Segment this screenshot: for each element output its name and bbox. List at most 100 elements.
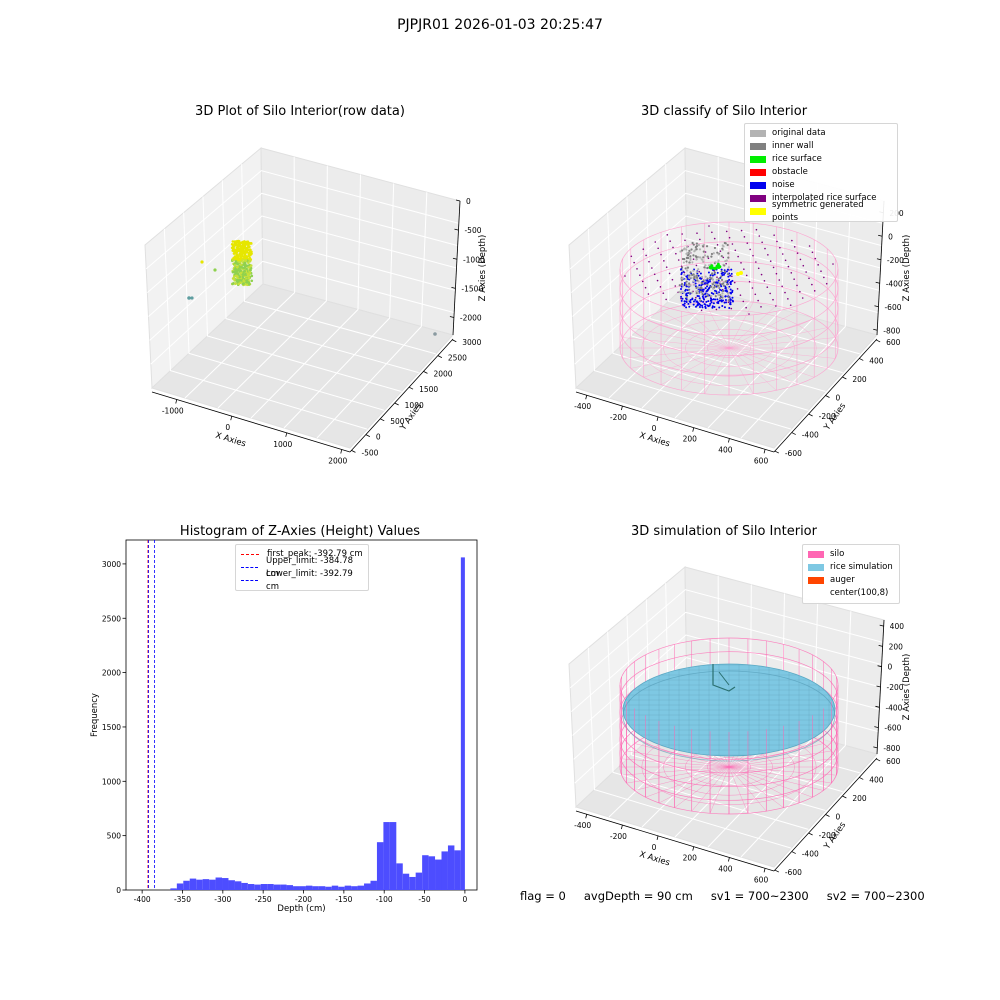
p2-noise-point: [707, 271, 710, 274]
p1-z-tick-label: -1500: [461, 284, 483, 293]
p2-noise-point: [680, 288, 683, 291]
p2-wall-point: [727, 266, 730, 269]
p2-x-tick: [692, 427, 695, 432]
p2-wall-point: [711, 283, 715, 286]
hist-bar: [241, 882, 248, 890]
p2-noise-point: [689, 299, 692, 302]
p2-wall-point: [682, 261, 685, 264]
p2-noise-point: [694, 282, 697, 285]
p2-noise-point: [709, 274, 712, 277]
p2-noise-point: [685, 285, 688, 288]
p2-interp-point: [811, 283, 813, 286]
p2-wall-point: [680, 266, 684, 269]
p2-cylinder-spoke: [660, 311, 730, 349]
p2-x-tick-label: 200: [683, 435, 698, 444]
p2-interp-point: [820, 270, 822, 272]
p2-noise-point: [729, 303, 732, 306]
p2-wall-point: [696, 279, 699, 282]
p2-wall-point: [687, 288, 691, 291]
p2-z-tick-label: -600: [884, 303, 901, 312]
p1-data-point: [245, 283, 249, 287]
hist-bar: [344, 885, 352, 890]
p2-wall-point: [679, 250, 682, 253]
p2-wall-point: [705, 266, 708, 269]
p2-interp-point: [796, 284, 798, 287]
p4-z-tick-label: -600: [884, 724, 901, 733]
p2-noise-point: [725, 270, 728, 273]
p2-z-axis-line: [876, 200, 885, 336]
p2-cylinder-spoke: [622, 337, 730, 349]
p2-noise-point: [685, 300, 688, 303]
p1-data-point: [247, 241, 251, 245]
classify-legend-swatch: [750, 208, 766, 215]
hist-bar: [364, 883, 371, 890]
p2-z-tick: [878, 234, 883, 237]
p1-data-point: [234, 282, 237, 286]
p4-y-tick-label: -400: [802, 850, 819, 859]
p2-wall-point: [700, 275, 704, 279]
p2-z-tick: [873, 328, 878, 331]
p1-data-point: [245, 242, 248, 245]
p1-data-point: [234, 256, 238, 260]
p2-interp-point: [808, 277, 810, 280]
p2-interp-point: [665, 266, 668, 268]
p2-wall-point: [725, 280, 728, 283]
hist-bar: [357, 885, 365, 890]
p2-noise-point: [698, 297, 701, 300]
p2-interp-point: [733, 281, 736, 284]
p2-wall-point: [720, 254, 723, 258]
p2-cylinder-spoke: [622, 347, 730, 359]
hist-bar: [415, 872, 423, 890]
p1-z-tick: [452, 257, 458, 260]
hist-bar: [428, 856, 436, 890]
p2-wall-point: [716, 284, 719, 287]
p2-noise-point: [701, 304, 704, 307]
p2-noise-point: [720, 268, 723, 271]
p4-cylinder-spoke: [645, 766, 730, 798]
p2-z-tick-label: -800: [883, 326, 900, 335]
classify-legend-label: rice surface: [772, 154, 822, 164]
hist-bar: [351, 886, 358, 890]
p2-wall-point: [695, 286, 698, 289]
p2-noise-point: [699, 303, 702, 306]
p2-wall-point: [687, 284, 690, 287]
p2-noise-point: [681, 297, 684, 300]
hist-x-tick-label: -250: [255, 895, 272, 904]
classify-legend-item: rice surface: [750, 153, 892, 166]
p2-wall-point: [727, 296, 730, 299]
p1-y-tick-label: 2000: [433, 369, 452, 378]
p2-interp-point: [660, 253, 662, 256]
p2-wall-point: [720, 270, 723, 273]
p1-x-tick: [175, 399, 178, 404]
p4-cylinder-spoke: [621, 758, 730, 768]
p2-interp-point: [787, 265, 790, 268]
p2-wall-point: [721, 244, 724, 247]
p2-wall-point: [713, 285, 716, 288]
p2-noise-point: [707, 287, 710, 290]
hist-bar: [383, 822, 390, 890]
p2-wall-point: [711, 278, 714, 281]
p2-wall-point: [710, 252, 714, 256]
p1-data-point: [250, 279, 254, 283]
p1-data-point: [243, 261, 247, 265]
p2-noise-point: [731, 291, 734, 294]
p2-wall-point: [706, 266, 709, 269]
hist-x-tick-label: -50: [418, 895, 430, 904]
p2-interp-point: [665, 298, 667, 301]
p2-noise-point: [687, 302, 690, 305]
p2-noise-point: [728, 306, 731, 309]
p2-wall-point: [719, 294, 722, 297]
p2-interp-point: [716, 244, 719, 246]
p2-noise-point: [707, 305, 710, 308]
p4-z-tick: [879, 624, 884, 627]
p4-x-tick: [620, 824, 623, 830]
p2-wall-point: [681, 284, 685, 287]
p2-interp-point: [743, 236, 746, 238]
p2-wall-point: [685, 260, 688, 263]
p2-noise-point: [711, 305, 714, 308]
p1-data-point: [247, 276, 251, 280]
p1-data-point: [234, 241, 237, 244]
classify-legend: original data inner wall rice surface obsta…: [744, 123, 898, 223]
histogram-legend-item: Lower_limit: -392.79 cm: [241, 569, 363, 592]
p2-wall-point: [689, 271, 692, 274]
